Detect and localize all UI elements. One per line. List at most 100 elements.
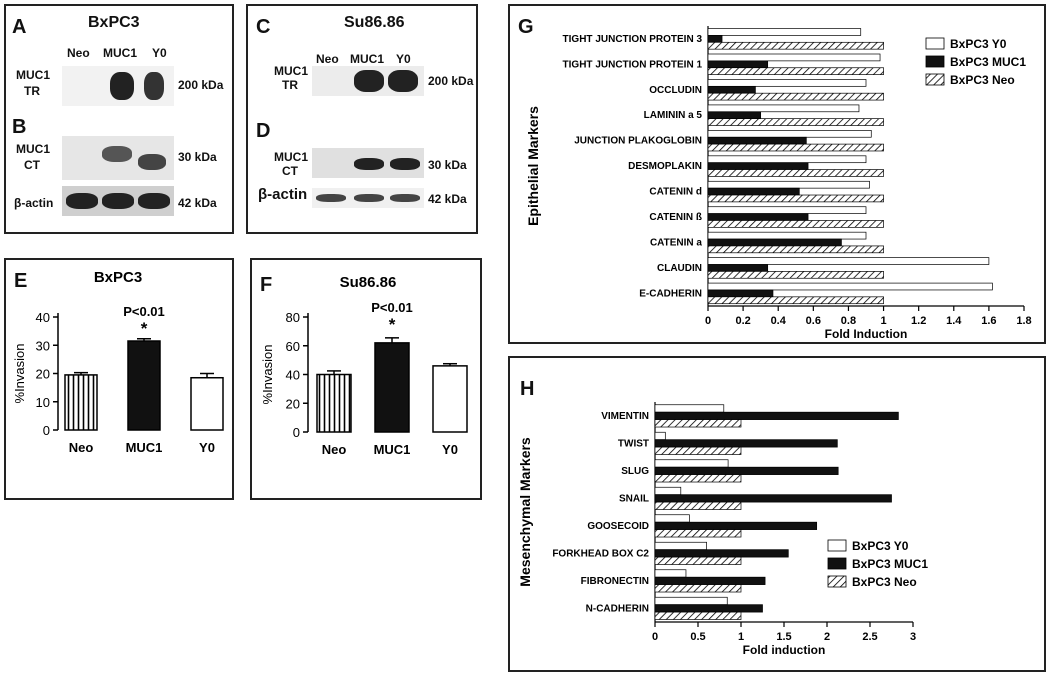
band bbox=[316, 194, 346, 202]
epithelial-markers-chart: 0 0.2 0.4 0.6 0.8 1 1.2 1.4 1.6 1.8 Fold Induction… bbox=[525, 26, 1032, 341]
panel-cd: C Su86.86 Neo MUC1 Y0 MUC1 TR 200 kDa D … bbox=[246, 4, 478, 234]
size-label: 200 kDa bbox=[428, 74, 474, 88]
y-tick-label: 20 bbox=[286, 396, 300, 411]
y-tick-label: 60 bbox=[286, 339, 300, 354]
bar-white bbox=[654, 404, 725, 413]
panel-g: G 0 0.2 0.4 0.6 0.8 1 1.2 1.4 1.6 1.8 Fold Inducti… bbox=[508, 4, 1046, 344]
bar-black bbox=[707, 111, 762, 120]
bar-hatch bbox=[707, 67, 884, 75]
lane-label-neo: Neo bbox=[316, 52, 339, 66]
legend-label: BxPC3 MUC1 bbox=[852, 557, 928, 571]
bar-hatch bbox=[707, 296, 884, 305]
y-axis-label: %Invasion bbox=[12, 344, 27, 404]
x-tick-label: MUC1 bbox=[374, 442, 411, 457]
significance-star: * bbox=[389, 315, 396, 334]
actin-label: β-actin bbox=[14, 196, 54, 210]
bar-hatch bbox=[654, 556, 742, 565]
bar-black bbox=[654, 604, 763, 613]
category-label: TIGHT JUNCTION PROTEIN 3 bbox=[563, 34, 703, 45]
blot-label-line1: MUC1 bbox=[16, 142, 51, 156]
bar-black bbox=[707, 60, 769, 69]
category-label: CATENIN a bbox=[650, 237, 702, 248]
legend-label: BxPC3 Y0 bbox=[950, 37, 1007, 51]
size-label: 42 kDa bbox=[428, 192, 467, 206]
x-tick-label: 1.8 bbox=[1016, 315, 1031, 327]
panel-ab: A BxPC3 Neo MUC1 Y0 MUC1 TR 200 kDa B MU… bbox=[4, 4, 234, 234]
bar-neo bbox=[316, 373, 352, 433]
x-tick-label: 1 bbox=[880, 315, 886, 327]
category-label: CATENIN ß bbox=[649, 212, 702, 223]
bar-white bbox=[654, 486, 682, 496]
bar-white bbox=[654, 431, 666, 441]
x-tick-label: Y0 bbox=[199, 440, 215, 455]
panel-letter-f: F bbox=[260, 274, 273, 296]
invasion-chart-bxpc3: BxPC3 0 10 20 30 40 %Invasion Neo MUC1 Y0 P<0.01* bbox=[12, 269, 224, 455]
bar-hatch bbox=[707, 143, 884, 152]
bar-black bbox=[707, 187, 800, 196]
bar-hatch bbox=[654, 611, 742, 620]
x-tick-label: 2 bbox=[824, 631, 830, 643]
x-tick-label: Neo bbox=[69, 440, 94, 455]
blot-label-line2: CT bbox=[282, 164, 298, 178]
band bbox=[138, 193, 170, 209]
category-label: TIGHT JUNCTION PROTEIN 1 bbox=[563, 59, 703, 70]
category-label: VIMENTIN bbox=[601, 411, 649, 422]
bar-black bbox=[707, 289, 774, 298]
category-label: GOOSECOID bbox=[587, 521, 649, 532]
invasion-chart-su8686: Su86.86 0 20 40 60 80 %Invasion Neo MUC1 Y0 P<0.01… bbox=[260, 274, 468, 457]
legend-swatch bbox=[827, 539, 847, 552]
bar-white bbox=[707, 79, 867, 87]
bar-hatch bbox=[654, 584, 742, 593]
blot-label-line2: CT bbox=[24, 158, 40, 172]
bar-black bbox=[654, 576, 766, 585]
panel-letter-b: B bbox=[12, 116, 27, 138]
bar-hatch bbox=[707, 271, 884, 279]
bar-white bbox=[707, 206, 867, 214]
category-label: CATENIN d bbox=[649, 187, 702, 198]
bar-black bbox=[707, 264, 769, 272]
bar-hatch bbox=[654, 529, 742, 538]
category-label: JUNCTION PLAKOGLOBIN bbox=[574, 136, 702, 147]
band bbox=[390, 194, 420, 202]
x-tick-label: 1 bbox=[738, 631, 744, 643]
bar-hatch bbox=[707, 194, 884, 203]
band bbox=[354, 194, 384, 202]
bar-black bbox=[707, 85, 756, 94]
x-tick-label: MUC1 bbox=[126, 440, 163, 455]
y-tick-label: 20 bbox=[36, 367, 50, 382]
bar-y0 bbox=[190, 376, 224, 431]
legend-label: BxPC3 Neo bbox=[852, 575, 917, 589]
blot-label-line1: MUC1 bbox=[16, 68, 51, 82]
blot-label-line1: MUC1 bbox=[274, 64, 309, 78]
bar-white bbox=[707, 180, 870, 189]
legend-label: BxPC3 MUC1 bbox=[950, 55, 1026, 69]
bar-white bbox=[654, 514, 690, 523]
category-label: SNAIL bbox=[619, 493, 649, 504]
x-tick-label: 0.5 bbox=[690, 631, 705, 643]
bar-white bbox=[707, 53, 881, 62]
bar-black bbox=[707, 136, 807, 145]
x-axis-label: Fold Induction bbox=[825, 327, 908, 341]
bar-muc1 bbox=[127, 340, 161, 431]
bar-muc1 bbox=[374, 342, 410, 433]
size-label: 30 kDa bbox=[428, 158, 467, 172]
chart-title: Su86.86 bbox=[340, 274, 397, 291]
x-tick-label: 0.6 bbox=[806, 315, 821, 327]
bar-black bbox=[654, 411, 899, 420]
category-label: DESMOPLAKIN bbox=[628, 161, 702, 172]
bar-hatch bbox=[654, 501, 742, 510]
panel-a-title: BxPC3 bbox=[88, 14, 140, 31]
chart-title: BxPC3 bbox=[94, 269, 142, 286]
blot-actin bbox=[312, 188, 424, 208]
blot-label-line1: MUC1 bbox=[274, 150, 309, 164]
x-tick-label: 1.2 bbox=[911, 315, 926, 327]
band bbox=[102, 193, 134, 209]
y-tick-label: 0 bbox=[43, 423, 50, 438]
x-tick-label: 0 bbox=[705, 315, 711, 327]
bar-white bbox=[654, 596, 728, 606]
bar-black bbox=[654, 439, 838, 448]
significance-star: * bbox=[141, 319, 148, 338]
y-tick-label: 80 bbox=[286, 310, 300, 325]
legend-swatch bbox=[827, 557, 847, 570]
bar-black bbox=[654, 466, 839, 475]
